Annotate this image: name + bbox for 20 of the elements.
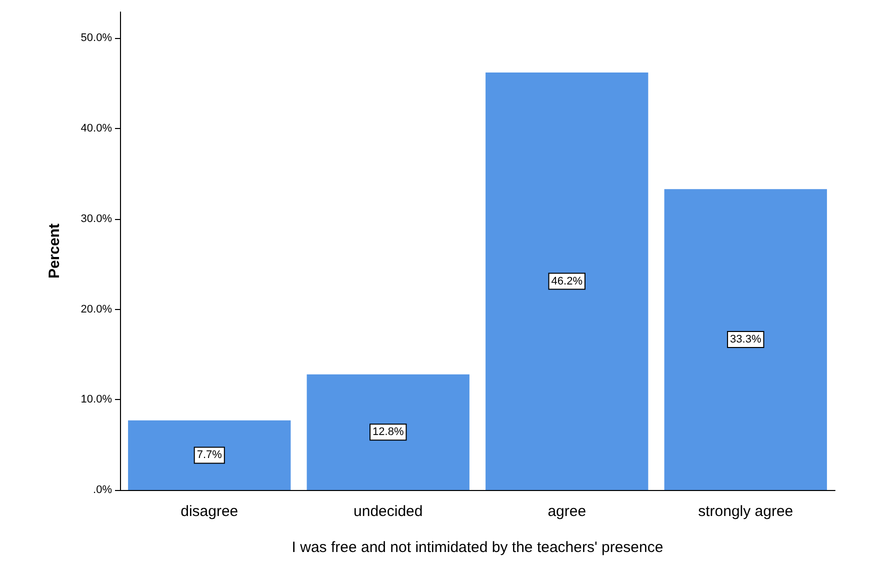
x-tick-label: disagree bbox=[180, 503, 238, 520]
bar bbox=[486, 72, 648, 490]
bar bbox=[306, 374, 470, 490]
bar bbox=[664, 189, 827, 490]
data-label: 12.8% bbox=[372, 426, 404, 438]
y-tick-label: 30.0% bbox=[80, 212, 112, 225]
data-label: 46.2% bbox=[551, 275, 583, 288]
x-tick-label: strongly agree bbox=[698, 503, 794, 520]
y-tick-label: 40.0% bbox=[80, 122, 112, 135]
y-tick-label: 50.0% bbox=[80, 32, 112, 44]
x-axis-title: I was free and not intimidated by the teachers' presence bbox=[292, 539, 664, 556]
y-tick-label: 10.0% bbox=[80, 394, 112, 406]
x-tick-label: undecided bbox=[354, 503, 423, 520]
data-label: 33.3% bbox=[730, 334, 762, 346]
bar bbox=[128, 420, 291, 490]
y-axis-title: Percent bbox=[46, 223, 63, 279]
y-tick-label: .0% bbox=[93, 484, 112, 496]
x-tick-label: agree bbox=[548, 503, 586, 520]
data-label: 7.7% bbox=[196, 449, 222, 462]
y-tick-label: 20.0% bbox=[80, 303, 112, 316]
